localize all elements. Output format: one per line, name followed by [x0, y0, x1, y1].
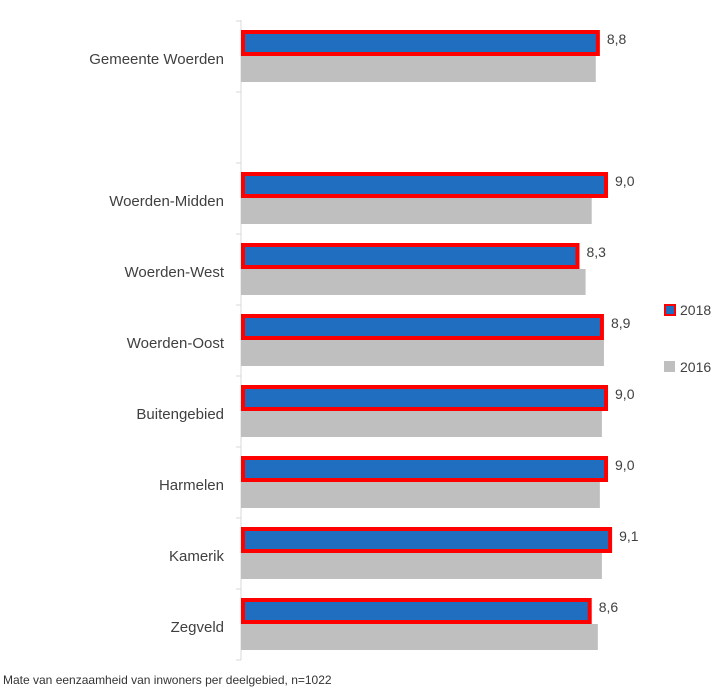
category-label: Gemeente Woerden: [89, 51, 224, 68]
bar-2018: [241, 314, 604, 340]
data-label-2018: 9,0: [615, 386, 635, 402]
bar-2016: [241, 340, 604, 366]
data-label-2018: 8,3: [586, 244, 606, 260]
bar-2016: [241, 198, 592, 224]
bar-2018: [241, 30, 600, 56]
data-label-2018: 9,1: [619, 528, 639, 544]
bar-2018: [241, 598, 592, 624]
bar-2016: [241, 56, 596, 82]
data-label-2018: 8,9: [611, 315, 631, 331]
bar-2016: [241, 553, 602, 579]
legend-label-2018: 2018: [680, 302, 711, 318]
bar-2018: [241, 243, 580, 269]
bar-2018: [241, 456, 609, 482]
bar-2018: [241, 385, 609, 411]
category-label: Woerden-West: [125, 264, 225, 281]
bar-2018: [241, 172, 609, 198]
bar-2016: [241, 624, 598, 650]
data-label-2018: 9,0: [615, 457, 635, 473]
bar-2016: [241, 269, 586, 295]
legend-swatch-2018: [664, 304, 676, 316]
category-label: Zegveld: [171, 619, 224, 636]
category-label: Buitengebied: [136, 406, 224, 423]
chart-footnote: Mate van eenzaamheid van inwoners per de…: [3, 673, 332, 687]
category-label: Woerden-Midden: [109, 193, 224, 210]
category-label: Woerden-Oost: [127, 335, 225, 352]
data-label-2018: 9,0: [615, 173, 635, 189]
data-label-2018: 8,8: [607, 31, 627, 47]
bar-2016: [241, 482, 600, 508]
legend-swatch-2016: [664, 361, 675, 372]
legend-label-2016: 2016: [680, 359, 711, 375]
category-label: Harmelen: [159, 477, 224, 494]
bar-2018: [241, 527, 613, 553]
category-label: Kamerik: [169, 548, 225, 565]
bar-2016: [241, 411, 602, 437]
data-label-2018: 8,6: [599, 599, 619, 615]
